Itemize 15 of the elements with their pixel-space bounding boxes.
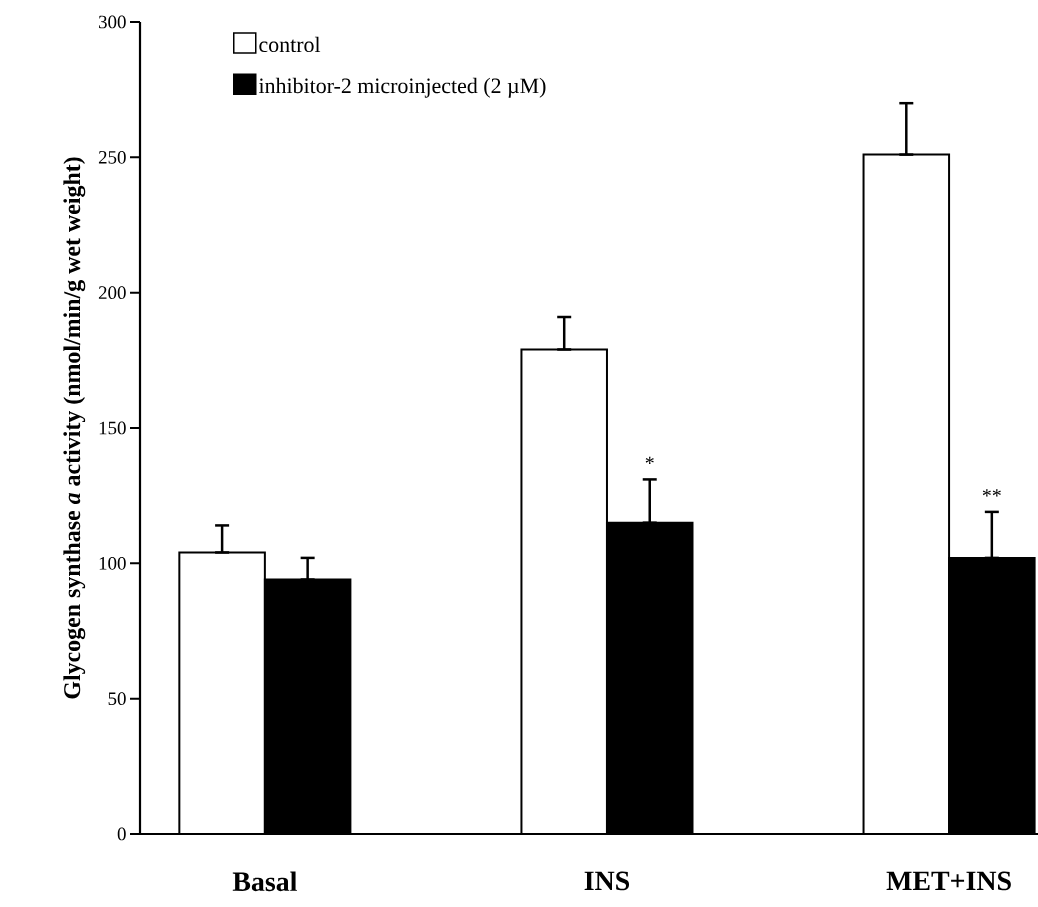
y-tick-label: 50 [108,692,126,706]
annotation: * [645,456,654,464]
y-tick-label: 100 [99,556,126,570]
annotation: ** [982,489,1001,497]
y-tick-label: 250 [98,150,126,164]
y-tick-label: 150 [99,421,126,435]
x-tick-label: Basal [232,871,297,892]
y-tick-label: 200 [98,286,126,300]
legend-label: control [259,36,321,53]
y-tick-label: 0 [117,827,126,841]
x-tick-label: INS [584,871,630,891]
x-tick-label: MET+INS [886,871,1011,891]
y-axis-title: Glycogen synthase a activity (nmol/min/g wet weight) [63,157,86,699]
y-tick-label: 300 [99,15,126,29]
legend-label: inhibitor-2 microinjected (2 µM) [258,77,546,98]
